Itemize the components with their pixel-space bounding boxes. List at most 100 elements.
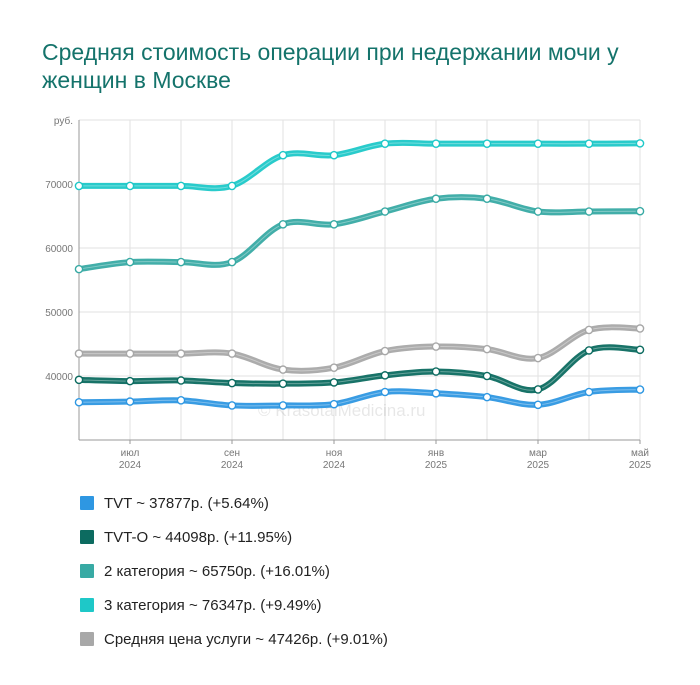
data-point (329, 220, 339, 229)
data-point (482, 194, 492, 204)
data-point (329, 399, 339, 409)
data-point (533, 207, 543, 216)
legend: TVT ~ 37877р. (+5.64%) TVT-O ~ 44098р. (+… (80, 486, 388, 656)
data-point (125, 181, 135, 191)
x-tick-label: сен (224, 448, 240, 459)
data-point (431, 139, 441, 148)
data-point (380, 346, 390, 356)
legend-item: TVT ~ 37877р. (+5.64%) (80, 486, 388, 520)
data-point (635, 139, 645, 148)
legend-swatch (80, 598, 94, 612)
data-point (278, 401, 288, 410)
grid-lines (78, 119, 641, 440)
series-2 (74, 324, 645, 374)
legend-swatch (80, 564, 94, 578)
legend-item: Средняя цена услуги ~ 47426р. (+9.01%) (80, 622, 388, 656)
data-point (176, 396, 186, 405)
series-line (76, 139, 643, 192)
data-point (227, 257, 237, 267)
data-point (584, 325, 594, 335)
legend-item: 2 категория ~ 65750р. (+16.01%) (80, 554, 388, 588)
series-line-highlight (79, 142, 641, 189)
y-tick-label: 70000 (45, 180, 73, 191)
data-point (74, 349, 84, 358)
data-point (74, 397, 84, 407)
legend-swatch (80, 496, 94, 510)
data-point (227, 378, 237, 388)
x-tick-year-label: 2024 (323, 460, 346, 471)
x-tick-label: ноя (326, 448, 343, 459)
data-point (431, 388, 441, 398)
data-point (176, 257, 186, 267)
series-0 (74, 139, 645, 192)
data-point (74, 181, 84, 191)
data-point (482, 344, 492, 354)
data-point (533, 139, 543, 148)
y-tick-label: 60000 (45, 244, 73, 255)
x-tick-year-label: 2025 (425, 460, 448, 471)
x-tick-label: май (631, 448, 649, 459)
series-line-highlight (78, 196, 641, 270)
series-3 (74, 344, 645, 394)
data-point (176, 376, 186, 385)
series-layer (74, 139, 645, 410)
data-point (125, 349, 135, 358)
data-point (278, 220, 288, 229)
data-point (584, 346, 594, 355)
data-point (533, 353, 543, 363)
data-point (635, 324, 645, 333)
x-tick-label: июл (121, 448, 140, 459)
x-tick-year-label: 2025 (527, 460, 550, 471)
data-point (176, 349, 186, 358)
data-point (74, 375, 84, 385)
chart-title: Средняя стоимость операции при недержани… (42, 39, 619, 93)
data-point (74, 264, 84, 274)
data-point (329, 363, 339, 372)
data-point (329, 378, 339, 387)
series-line-highlight (79, 326, 641, 372)
data-point (635, 206, 645, 216)
series-1 (74, 194, 645, 274)
legend-item: 3 категория ~ 76347р. (+9.49%) (80, 588, 388, 622)
data-point (584, 387, 594, 397)
data-point (125, 397, 135, 406)
data-point (125, 257, 135, 267)
y-axis-unit-label: руб. (54, 115, 73, 127)
series-line-highlight (78, 389, 641, 407)
data-point (278, 379, 288, 388)
data-point (176, 181, 186, 191)
x-tick-year-label: 2025 (629, 460, 652, 471)
data-point (482, 139, 492, 148)
series-line (76, 324, 643, 374)
series-line (76, 194, 643, 273)
x-tick-label: мар (529, 448, 547, 459)
data-point (431, 342, 441, 351)
x-tick-year-label: 2024 (221, 460, 244, 471)
x-tick-label: янв (428, 448, 444, 459)
legend-swatch (80, 530, 94, 544)
data-point (482, 392, 492, 402)
legend-label: 3 категория ~ 76347р. (+9.49%) (104, 596, 322, 614)
y-tick-label: 50000 (45, 308, 73, 319)
line-chart: © KrasotaiMedicina.ru 400005000060000700… (45, 115, 652, 471)
data-point (584, 207, 594, 216)
y-tick-label: 40000 (45, 372, 73, 383)
data-point (431, 367, 441, 376)
data-point (533, 385, 543, 394)
data-point (380, 387, 390, 397)
data-point (533, 400, 543, 410)
data-point (482, 371, 492, 381)
legend-label: TVT-O ~ 44098р. (+11.95%) (104, 528, 293, 546)
data-point (278, 150, 288, 160)
data-point (227, 181, 237, 191)
legend-label: 2 категория ~ 65750р. (+16.01%) (104, 562, 330, 580)
data-point (380, 371, 390, 380)
legend-label: TVT ~ 37877р. (+5.64%) (104, 494, 269, 512)
data-point (278, 365, 288, 374)
data-point (635, 345, 645, 355)
data-point (635, 385, 645, 394)
data-point (227, 349, 237, 358)
x-tick-year-label: 2024 (119, 460, 142, 471)
legend-swatch (80, 632, 94, 646)
data-point (380, 207, 390, 216)
